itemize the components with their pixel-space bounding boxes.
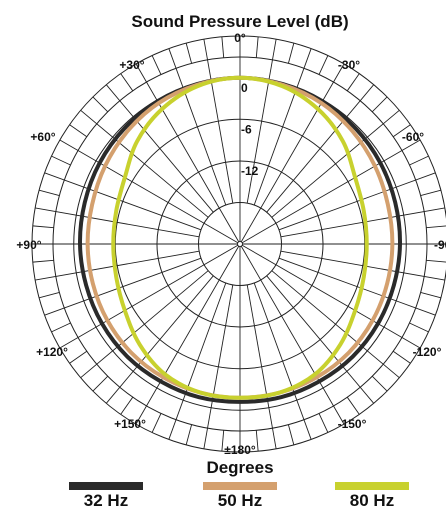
grid-spoke — [253, 282, 312, 440]
grid-tick — [287, 424, 295, 446]
grid-tick — [120, 396, 134, 415]
grid-tick — [69, 124, 88, 138]
grid-spoke — [105, 275, 214, 404]
grid-spoke — [239, 243, 345, 425]
grid-tick — [32, 259, 54, 263]
angle-label: +150° — [114, 417, 146, 431]
grid-tick — [151, 55, 162, 75]
grid-spoke — [35, 250, 200, 281]
grid-tick — [38, 189, 60, 197]
grid-spoke — [246, 39, 277, 204]
angle-label: -90° — [434, 238, 446, 252]
angle-label: -120° — [413, 345, 442, 359]
grid-spoke — [105, 84, 214, 213]
angle-label: +60° — [30, 130, 55, 144]
grid-spoke — [203, 284, 234, 449]
grid-tick — [221, 36, 225, 58]
grid-spoke — [135, 243, 241, 425]
grid-tick — [255, 36, 259, 58]
grid-spoke — [239, 63, 345, 245]
grid-tick — [38, 291, 60, 299]
grid-tick — [318, 55, 329, 75]
grid-tick — [221, 430, 225, 452]
angle-label: -150° — [338, 417, 367, 431]
chart-title: Sound Pressure Level (dB) — [131, 12, 348, 31]
legend-swatch — [335, 482, 409, 490]
grid-spoke — [271, 270, 400, 379]
grid-spoke — [168, 48, 227, 206]
grid-tick — [420, 291, 442, 299]
grid-tick — [409, 322, 429, 333]
grid-spoke — [80, 109, 209, 218]
angle-label: +120° — [36, 345, 68, 359]
angle-label: 0° — [234, 31, 246, 45]
grid-tick — [409, 155, 429, 166]
grid-tick — [69, 350, 88, 364]
grid-tick — [371, 375, 388, 392]
legend-label: 80 Hz — [350, 491, 394, 510]
grid-tick — [346, 73, 360, 92]
grid-spoke — [239, 243, 421, 349]
grid-spoke — [203, 39, 234, 204]
grid-spoke — [271, 109, 400, 218]
legend-label: 50 Hz — [218, 491, 262, 510]
grid-spoke — [239, 139, 421, 245]
grid-tick — [185, 42, 193, 64]
grid-tick — [255, 430, 259, 452]
grid-tick — [32, 225, 54, 229]
legend: 32 Hz 50 Hz 80 Hz — [69, 482, 409, 510]
grid-tick — [120, 73, 134, 92]
polar-grid — [31, 35, 446, 453]
axis-labels: 0° -30° -60° -90° -120° -150° ±180° +150° +120° +… — [16, 31, 446, 457]
grid-tick — [346, 396, 360, 415]
grid-tick — [318, 413, 329, 433]
radial-label: 0 — [241, 81, 248, 95]
angle-label: -60° — [402, 130, 424, 144]
grid-spoke — [59, 139, 241, 245]
angle-label: +90° — [16, 238, 41, 252]
grid-tick — [287, 42, 295, 64]
grid-spoke — [80, 270, 209, 379]
grid-tick — [51, 155, 71, 166]
grid-tick — [51, 322, 71, 333]
series-group — [78, 75, 402, 404]
radial-label: -12 — [241, 164, 259, 178]
x-axis-label: Degrees — [206, 458, 273, 477]
angle-label: +30° — [119, 58, 144, 72]
grid-spoke — [35, 207, 200, 238]
legend-swatch — [69, 482, 143, 490]
grid-spoke — [266, 84, 375, 213]
grid-spoke — [280, 207, 445, 238]
legend-swatch — [203, 482, 277, 490]
grid-tick — [92, 96, 109, 113]
grid-tick — [151, 413, 162, 433]
angle-label: ±180° — [224, 443, 256, 457]
grid-spoke — [266, 275, 375, 404]
legend-label: 32 Hz — [84, 491, 128, 510]
grid-spoke — [246, 284, 277, 449]
grid-spoke — [44, 172, 202, 231]
grid-tick — [426, 225, 446, 229]
series-line-80-hz — [111, 75, 369, 400]
grid-tick — [185, 424, 193, 446]
grid-spoke — [59, 243, 241, 349]
grid-tick — [371, 96, 388, 113]
grid-tick — [392, 124, 411, 138]
grid-tick — [92, 375, 109, 392]
angle-label: -30° — [338, 58, 360, 72]
series-line-32-hz — [78, 75, 402, 404]
grid-spoke — [44, 257, 202, 316]
radial-label: -6 — [241, 122, 252, 136]
grid-spoke — [253, 48, 312, 206]
grid-spoke — [278, 172, 436, 231]
grid-tick — [420, 189, 442, 197]
grid-spoke — [278, 257, 436, 316]
grid-spoke — [280, 250, 445, 281]
grid-spoke — [135, 63, 241, 245]
center-marker — [237, 241, 243, 247]
grid-spoke — [168, 282, 227, 440]
grid-tick — [426, 259, 446, 263]
grid-tick — [392, 350, 411, 364]
